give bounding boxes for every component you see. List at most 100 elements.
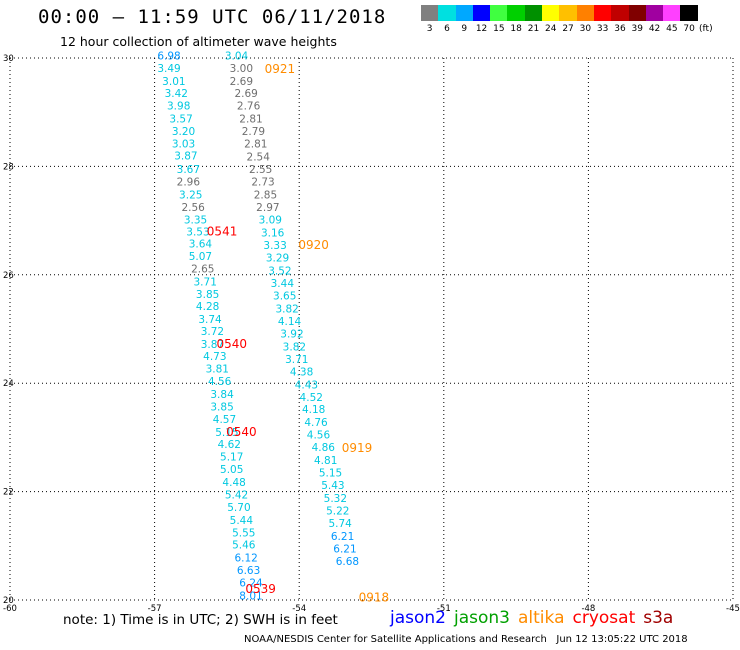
data-point-label: 3.87 xyxy=(201,339,224,351)
scale-label-39: 39 xyxy=(631,24,643,34)
scale-swatch-3 xyxy=(421,5,439,21)
chart-subtitle: 12 hour collection of altimeter wave hei… xyxy=(60,34,337,49)
pass-time-annotation: 0539 xyxy=(245,582,276,596)
scale-swatch-21 xyxy=(524,5,543,21)
data-point-label: 3.71 xyxy=(285,354,308,366)
data-point-label: 3.72 xyxy=(201,326,224,338)
data-point-label: 3.71 xyxy=(194,276,217,288)
data-point-label: 3.53 xyxy=(186,226,209,238)
scale-label-33: 33 xyxy=(596,24,609,34)
scale-label-6: 6 xyxy=(444,24,450,34)
data-point-label: 4.14 xyxy=(278,316,302,328)
satellite-legend: jason2 jason3 altika cryosat s3a xyxy=(390,608,681,628)
data-point-label: 3.87 xyxy=(174,151,197,163)
data-point-label: 2.81 xyxy=(239,114,262,126)
pass-time-annotation: 0918 xyxy=(359,590,390,604)
satellite-s3a: s3a xyxy=(643,608,674,628)
x-tick-label: -60 xyxy=(3,604,17,612)
data-point-label: 2.76 xyxy=(237,101,261,113)
data-point-label: 3.35 xyxy=(184,215,207,227)
data-point-label: 3.81 xyxy=(206,364,229,376)
data-point-label: 3.64 xyxy=(189,238,213,250)
scale-label-24: 24 xyxy=(545,24,557,34)
scale-swatch-18 xyxy=(507,5,525,21)
data-point-label: 2.73 xyxy=(251,177,274,189)
scale-swatch-30 xyxy=(576,5,594,21)
data-point-label: 2.79 xyxy=(242,126,265,138)
data-point-label: 5.46 xyxy=(232,540,256,552)
data-point-label: 5.42 xyxy=(225,489,248,501)
data-point-label: 3.52 xyxy=(268,265,291,277)
data-point-label: 6.12 xyxy=(234,553,257,565)
footer-credit: NOAA/NESDIS Center for Satellite Applica… xyxy=(244,634,688,645)
data-point-label: 4.86 xyxy=(312,442,336,454)
data-point-label: 6.21 xyxy=(331,531,354,543)
data-point-label: 4.18 xyxy=(302,404,325,416)
data-point-label: 4.62 xyxy=(218,439,241,451)
y-tick-label: 30 xyxy=(3,54,14,64)
data-point-label: 4.81 xyxy=(314,455,337,467)
data-point-label: 4.48 xyxy=(222,477,245,489)
pass-time-annotation: 0541 xyxy=(207,224,238,238)
satellite-cryosat: cryosat xyxy=(572,608,636,628)
pass-time-annotation: 0919 xyxy=(342,441,373,455)
scale-swatch-39 xyxy=(628,5,646,21)
data-point-label: 5.44 xyxy=(230,515,254,527)
data-point-label: 2.69 xyxy=(234,88,257,100)
data-point-label: 6.21 xyxy=(333,544,356,556)
data-point-label: 2.56 xyxy=(181,202,205,214)
scale-swatch-42 xyxy=(645,5,664,21)
data-point-label: 4.52 xyxy=(300,392,323,404)
y-tick-label: 24 xyxy=(3,379,14,389)
data-point-label: 5.22 xyxy=(326,506,349,518)
data-point-label: 3.82 xyxy=(283,341,306,353)
data-point-label: 3.09 xyxy=(259,215,282,227)
scale-label-9: 9 xyxy=(461,24,468,34)
data-point-label: 4.38 xyxy=(290,366,313,378)
data-point-label: 5.74 xyxy=(328,518,352,530)
scale-swatch-24 xyxy=(542,5,560,21)
data-point-label: 4.28 xyxy=(196,301,219,313)
data-point-label: 6.98 xyxy=(157,50,180,62)
data-point-label: 3.01 xyxy=(162,76,185,88)
chart-title: 00:00 – 11:59 UTC 06/11/2018 xyxy=(38,6,387,28)
data-point-label: 4.56 xyxy=(208,376,232,388)
data-point-label: 5.15 xyxy=(215,427,238,439)
data-point-label: 3.65 xyxy=(273,290,296,302)
data-point-label: 5.32 xyxy=(324,493,347,505)
scale-swatch-45 xyxy=(663,5,681,21)
scale-label-21: 21 xyxy=(527,24,540,34)
data-point-label: 2.97 xyxy=(256,202,279,214)
data-point-label: 2.54 xyxy=(247,152,271,164)
data-point-label: 3.49 xyxy=(157,63,180,75)
data-point-label: 3.16 xyxy=(261,228,285,240)
color-scale-labels: 3 6 9 12 15 18 21 24 27 30 33 36 39 42 45 70 (ft) xyxy=(421,24,713,38)
data-point-label: 3.42 xyxy=(165,88,188,100)
data-point-label: 5.43 xyxy=(321,480,344,492)
data-point-label: 3.25 xyxy=(179,190,202,202)
data-point-label: 3.20 xyxy=(172,126,195,138)
data-point-label: 5.17 xyxy=(220,451,243,463)
color-scale-legend: 3 6 9 12 15 18 21 24 27 30 33 36 39 42 45 70 (ft) xyxy=(421,5,713,38)
scale-label-70: 70 xyxy=(683,24,695,34)
x-tick-label: -57 xyxy=(148,604,162,612)
data-point-label: 6.63 xyxy=(237,565,260,577)
data-point-label: 5.07 xyxy=(189,251,212,263)
data-point-label: 2.55 xyxy=(249,164,272,176)
scale-label-18: 18 xyxy=(510,24,522,34)
scale-label-12: 12 xyxy=(475,24,488,34)
color-scale-swatches xyxy=(421,5,698,21)
scale-swatch-70 xyxy=(680,5,698,21)
data-point-label: 3.82 xyxy=(275,303,298,315)
data-point-label: 8.01 xyxy=(239,591,262,603)
scale-label-15: 15 xyxy=(493,24,505,34)
data-point-label: 2.69 xyxy=(230,76,253,88)
data-point-label: 3.85 xyxy=(196,289,219,301)
data-point-label: 2.65 xyxy=(191,263,214,275)
data-point-label: 3.29 xyxy=(266,252,289,264)
y-tick-label: 20 xyxy=(3,596,14,606)
data-point-label: 3.44 xyxy=(271,278,295,290)
scale-unit-label: (ft) xyxy=(699,24,713,34)
scale-swatch-12 xyxy=(472,5,491,21)
